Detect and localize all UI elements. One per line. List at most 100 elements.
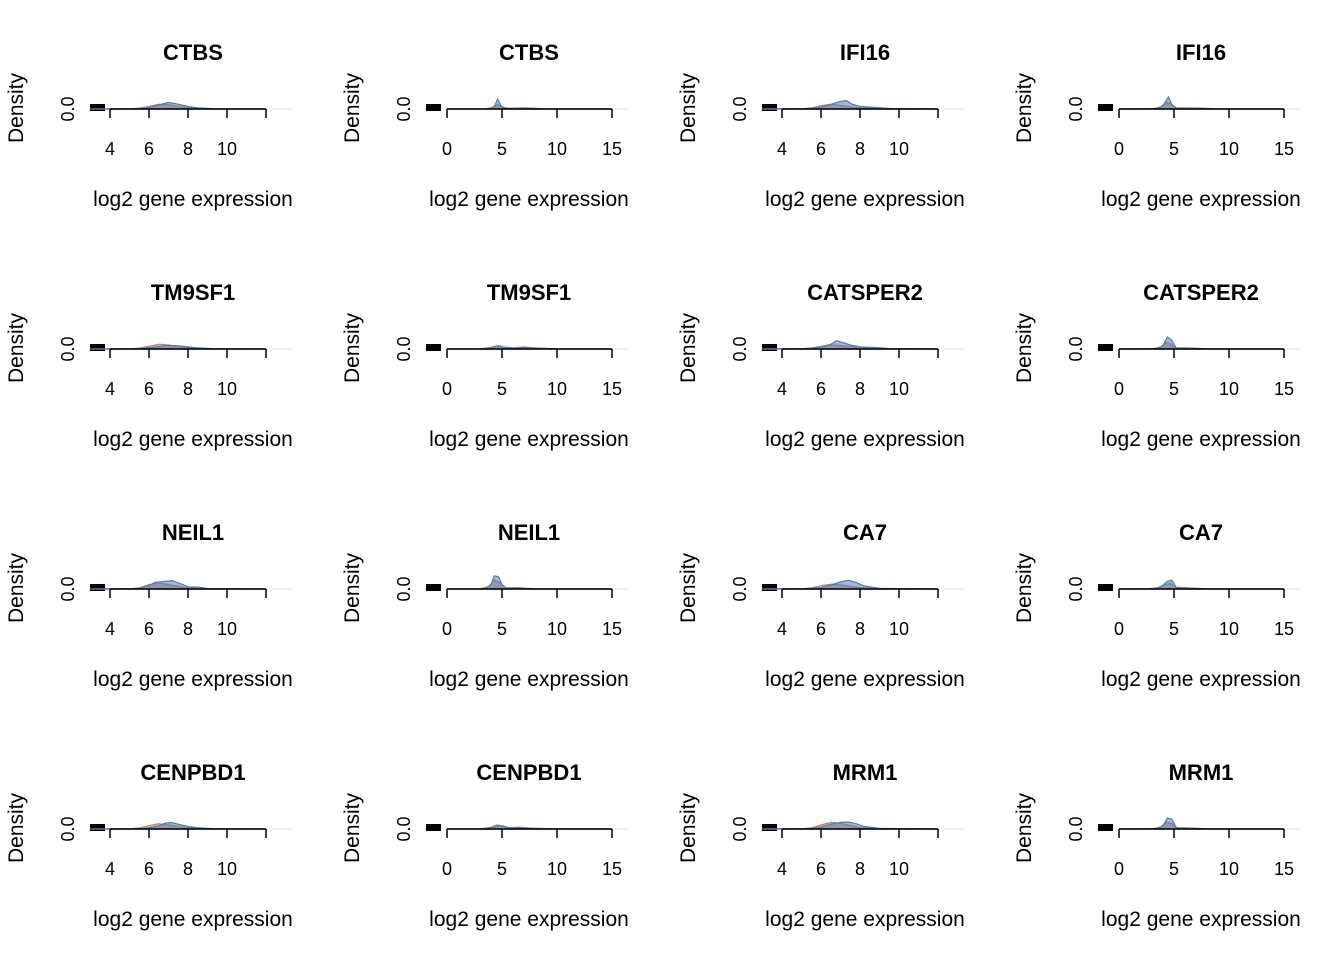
x-tick-label: 4: [105, 139, 115, 159]
density-chart: CTBS Density 0.0 0 5 10 15 log2 gene expression: [341, 40, 629, 211]
x-tick-label: 0: [1114, 619, 1124, 639]
x-tick-label: 5: [1169, 859, 1179, 879]
x-axis-label: log2 gene expression: [1101, 908, 1301, 931]
panel-title: TM9SF1: [151, 280, 235, 305]
y-tick-label: 0.0: [58, 96, 78, 121]
x-axis-label: log2 gene expression: [1101, 668, 1301, 691]
panel-title: NEIL1: [162, 520, 224, 545]
x-tick-label: 10: [1219, 139, 1239, 159]
y-axis-label: Density: [1013, 792, 1036, 863]
x-tick-label: 6: [144, 619, 154, 639]
y-axis: [90, 344, 105, 351]
x-tick-label: 15: [602, 139, 622, 159]
x-tick-label: 8: [183, 859, 193, 879]
panel-title: TM9SF1: [487, 280, 571, 305]
y-axis: [762, 344, 777, 351]
y-tick-label: 0.0: [58, 816, 78, 841]
x-tick-label: 6: [816, 379, 826, 399]
x-tick-label: 0: [442, 859, 452, 879]
density-series-2: [1118, 579, 1285, 590]
x-tick-label: 8: [183, 139, 193, 159]
y-axis-label: Density: [677, 72, 700, 143]
x-tick-label: 10: [547, 379, 567, 399]
x-tick-label: 5: [1169, 139, 1179, 159]
panel-title: IFI16: [840, 40, 890, 65]
y-axis-label: Density: [1013, 312, 1036, 383]
density-panel: CTBS Density 0.0 0 5 10 15 log2 gene expression: [336, 0, 672, 240]
y-axis: [1098, 824, 1113, 831]
y-tick-label: 0.0: [1066, 576, 1086, 601]
density-panel: CA7 Density 0.0 4 6 8 10 log2 gene expression: [672, 480, 1008, 720]
density-series-2: [762, 339, 939, 350]
x-tick-label: 15: [1274, 139, 1294, 159]
x-axis-label: log2 gene expression: [765, 188, 965, 211]
x-tick-label: 4: [777, 379, 787, 399]
y-tick-label: 0.0: [1066, 816, 1086, 841]
x-tick-label: 8: [855, 139, 865, 159]
x-tick-label: 6: [144, 859, 154, 879]
y-axis-label: Density: [677, 792, 700, 863]
x-tick-label: 5: [497, 139, 507, 159]
x-tick-label: 4: [105, 379, 115, 399]
density-chart: TM9SF1 Density 0.0 4 6 8 10 log2 gene expressio…: [5, 280, 293, 451]
density-chart: NEIL1 Density 0.0 4 6 8 10 log2 gene expression: [5, 520, 293, 691]
density-series-1: [446, 579, 613, 590]
y-tick-label: 0.0: [394, 96, 414, 121]
y-axis-label: Density: [1013, 72, 1036, 143]
density-panel: NEIL1 Density 0.0 0 5 10 15 log2 gene expressio…: [336, 480, 672, 720]
y-axis-label: Density: [5, 792, 28, 863]
y-axis-label: Density: [341, 72, 364, 143]
y-tick-label: 0.0: [730, 816, 750, 841]
density-series-2: [446, 97, 613, 110]
y-axis: [90, 104, 105, 111]
density-series-2: [762, 579, 939, 590]
x-tick-label: 8: [855, 619, 865, 639]
x-tick-label: 4: [105, 859, 115, 879]
y-axis-label: Density: [5, 72, 28, 143]
density-chart: NEIL1 Density 0.0 0 5 10 15 log2 gene expressio…: [341, 520, 629, 691]
x-tick-label: 10: [217, 139, 237, 159]
y-axis-label: Density: [5, 552, 28, 623]
x-axis-label: log2 gene expression: [93, 668, 293, 691]
y-tick-label: 0.0: [58, 336, 78, 361]
density-panel: IFI16 Density 0.0 0 5 10 15 log2 gene expressio…: [1008, 0, 1344, 240]
x-axis-label: log2 gene expression: [765, 428, 965, 451]
density-series-2: [90, 101, 267, 110]
y-axis: [762, 584, 777, 591]
density-series-2: [1118, 335, 1285, 350]
panel-title: CATSPER2: [1143, 280, 1259, 305]
density-chart: CATSPER2 Density 0.0 0 5 10 15 log2 gene expres…: [1013, 280, 1301, 451]
density-panel: CATSPER2 Density 0.0 4 6 8 10 log2 gene express…: [672, 240, 1008, 480]
x-tick-label: 10: [217, 379, 237, 399]
density-chart: IFI16 Density 0.0 4 6 8 10 log2 gene expression: [677, 40, 965, 211]
x-tick-label: 10: [889, 859, 909, 879]
x-axis-label: log2 gene expression: [93, 428, 293, 451]
x-tick-label: 4: [777, 859, 787, 879]
x-tick-label: 0: [442, 379, 452, 399]
y-tick-label: 0.0: [394, 336, 414, 361]
density-chart: CA7 Density 0.0 0 5 10 15 log2 gene expression: [1013, 520, 1301, 691]
panel-title: MRM1: [1169, 760, 1234, 785]
density-chart: MRM1 Density 0.0 0 5 10 15 log2 gene expression: [1013, 760, 1301, 931]
density-panel: CENPBD1 Density 0.0 4 6 8 10 log2 gene expressi…: [0, 720, 336, 960]
x-tick-label: 10: [889, 379, 909, 399]
y-axis: [426, 824, 441, 831]
y-axis: [1098, 584, 1113, 591]
x-tick-label: 10: [547, 619, 567, 639]
panel-title: CTBS: [499, 40, 559, 65]
x-tick-label: 5: [1169, 619, 1179, 639]
density-panel: CTBS Density 0.0 4 6 8 10 log2 gene expression: [0, 0, 336, 240]
x-tick-label: 10: [889, 139, 909, 159]
x-tick-label: 10: [217, 619, 237, 639]
x-tick-label: 15: [1274, 379, 1294, 399]
y-axis: [426, 104, 441, 111]
density-chart: CA7 Density 0.0 4 6 8 10 log2 gene expression: [677, 520, 965, 691]
x-axis-label: log2 gene expression: [429, 428, 629, 451]
density-panel: CA7 Density 0.0 0 5 10 15 log2 gene expression: [1008, 480, 1344, 720]
x-axis-label: log2 gene expression: [93, 188, 293, 211]
density-chart: CENPBD1 Density 0.0 0 5 10 15 log2 gene express…: [341, 760, 629, 931]
x-tick-label: 4: [105, 619, 115, 639]
y-tick-label: 0.0: [1066, 96, 1086, 121]
x-tick-label: 5: [497, 619, 507, 639]
x-tick-label: 4: [777, 139, 787, 159]
